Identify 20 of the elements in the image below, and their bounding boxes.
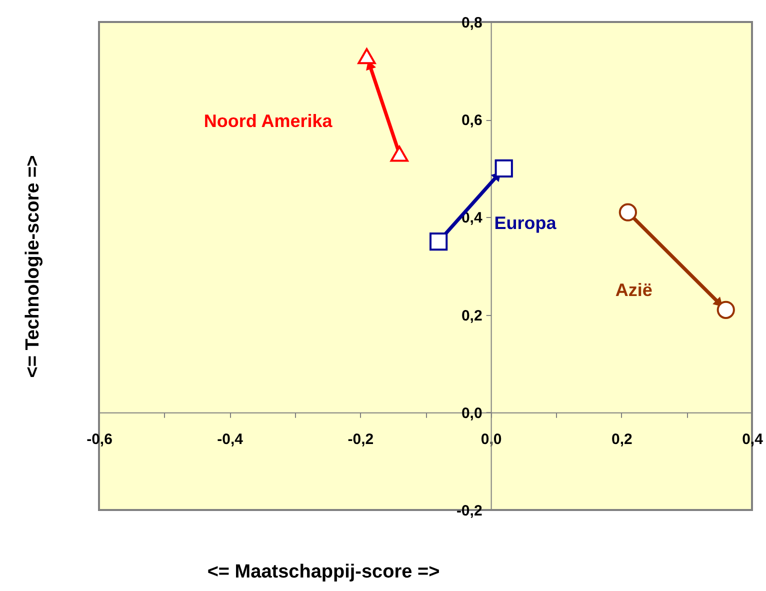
x-axis-title: <= Maatschappij-score => (207, 562, 440, 582)
text: Noord Amerika (204, 110, 334, 131)
y-tick-label: 0,0 (461, 404, 482, 422)
point (430, 232, 448, 251)
x-tick-label: 0,2 (611, 430, 632, 448)
series-label: Azië (615, 280, 652, 300)
x-tick-label: 0,4 (742, 430, 764, 448)
point (716, 300, 735, 319)
x-tick-label: -0,6 (86, 430, 112, 448)
point (618, 203, 637, 222)
series-label: Europa (494, 213, 558, 233)
y-tick-label: 0,8 (461, 14, 482, 32)
y-axis-title: <= Technologie-score => (22, 155, 44, 378)
y-tick-label: 0,6 (461, 112, 482, 130)
x-tick-label: 0,0 (480, 430, 502, 448)
y-tick-label: -0,2 (456, 502, 482, 520)
y-tick-label: 0,2 (461, 307, 482, 324)
x-tick-label: -0,4 (217, 430, 244, 448)
point (494, 159, 513, 178)
x-tick-label: -0,2 (348, 430, 374, 448)
